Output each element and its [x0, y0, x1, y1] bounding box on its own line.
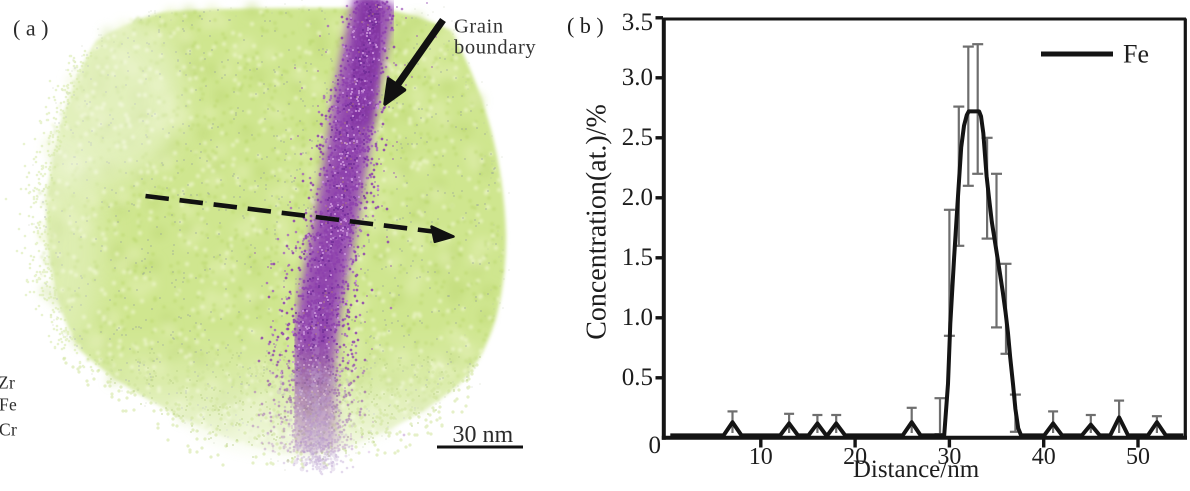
svg-text:Zr: Zr [0, 373, 15, 393]
svg-text:10: 10 [749, 444, 773, 470]
svg-text:3.5: 3.5 [622, 9, 653, 36]
svg-text:boundary: boundary [454, 37, 536, 59]
svg-text:( b ): ( b ) [567, 13, 604, 38]
svg-text:Concentration(at.)/%: Concentration(at.)/% [582, 104, 613, 340]
svg-text:1.0: 1.0 [622, 304, 653, 331]
svg-text:0.5: 0.5 [622, 364, 653, 391]
svg-text:30 nm: 30 nm [453, 422, 514, 448]
svg-text:0: 0 [649, 432, 662, 459]
svg-text:Grain: Grain [454, 16, 504, 38]
svg-text:40: 40 [1032, 444, 1056, 470]
svg-text:1.5: 1.5 [622, 244, 653, 271]
svg-text:30: 30 [937, 444, 961, 470]
svg-text:50: 50 [1126, 444, 1150, 470]
svg-text:2.0: 2.0 [622, 184, 653, 211]
svg-text:3.0: 3.0 [622, 64, 653, 91]
svg-text:20: 20 [843, 444, 867, 470]
svg-text:Fe: Fe [1123, 40, 1149, 69]
svg-text:Cr: Cr [0, 420, 17, 440]
svg-text:( a ): ( a ) [13, 16, 48, 41]
svg-text:Distance/nm: Distance/nm [853, 456, 980, 483]
svg-text:Fe: Fe [0, 395, 17, 415]
svg-text:2.5: 2.5 [622, 124, 653, 151]
